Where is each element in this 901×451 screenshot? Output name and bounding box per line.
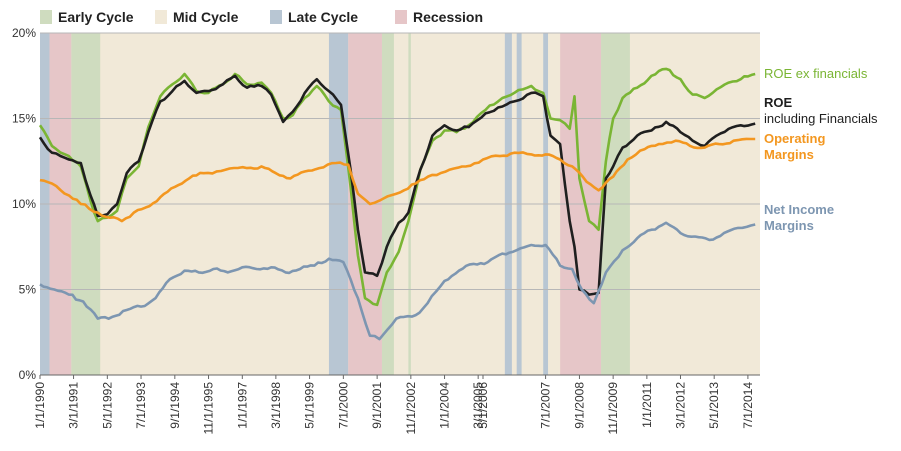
x-tick-label: 7/1/2007 (539, 382, 553, 429)
legend-swatch (155, 10, 167, 24)
series-label-operating-margins: Operating Margins (764, 131, 825, 163)
x-tick-label: 5/1/2013 (707, 382, 721, 429)
legend-item-recession: Recession (395, 9, 483, 25)
x-tick-label: 9/1/2001 (370, 382, 384, 429)
x-tick-label: 11/1/1995 (202, 382, 216, 435)
y-tick-label: 5% (19, 283, 37, 297)
series-line-operating-margins (39, 137, 756, 223)
legend-swatch (395, 10, 407, 24)
series-line-roe-including-financials (38, 74, 756, 296)
series-label-roe-ex-financials: ROE ex financials (764, 66, 867, 82)
legend-label: Recession (413, 9, 484, 25)
x-tick-label: 11/1/2009 (606, 382, 620, 435)
series-label-line: Margins (764, 147, 814, 162)
series-label-line: Operating (764, 131, 826, 146)
x-tick-label: 1/1/2004 (438, 382, 452, 429)
legend-item-early-cycle: Early Cycle (40, 9, 134, 25)
chart-legend: Early Cycle Mid Cycle Late Cycle Recession (0, 0, 901, 30)
legend-item-late-cycle: Late Cycle (270, 9, 358, 25)
x-tick-label: 3/1/1991 (67, 382, 81, 429)
x-tick-label: 3/1/2012 (673, 382, 687, 429)
x-tick-label: 7/1/2014 (741, 382, 755, 429)
x-tick-label: 1/1/1997 (235, 382, 249, 429)
x-tick-label: 5/1/2006 (476, 382, 490, 429)
y-tick-label: 0% (19, 368, 37, 382)
y-tick-label: 15% (12, 112, 36, 126)
legend-swatch (40, 10, 52, 24)
x-tick-label: 1/1/2011 (640, 382, 654, 428)
x-tick-label: 3/1/1998 (269, 382, 283, 429)
legend-swatch (270, 10, 282, 24)
series-label-line: ROE (764, 95, 793, 110)
series-label-roe-including-financials: ROE including Financials (764, 95, 877, 127)
series-label-net-income-margins: Net Income Margins (764, 202, 834, 234)
series-label-line: Margins (764, 218, 814, 233)
x-tick-label: 3/1/2005 (471, 382, 485, 429)
legend-label: Late Cycle (288, 9, 359, 25)
x-tick-label: 9/1/1994 (168, 382, 182, 429)
series-label-line: Net Income (764, 202, 835, 217)
series-line-net-income-margins (39, 221, 756, 341)
x-tick-label: 11/1/2002 (404, 382, 418, 435)
legend-item-mid-cycle: Mid Cycle (155, 9, 238, 25)
x-tick-label: 7/1/1993 (134, 382, 148, 429)
x-tick-label: 9/1/2008 (572, 382, 586, 429)
x-tick-label: 5/1/1999 (303, 382, 317, 429)
x-tick-label: 5/1/1992 (100, 382, 114, 429)
x-tick-label: 1/1/1990 (33, 382, 47, 429)
legend-label: Mid Cycle (173, 9, 239, 25)
x-tick-label: 7/1/2000 (336, 382, 350, 429)
series-label-line: including Financials (764, 111, 878, 126)
series-label-line: ROE ex financials (764, 66, 868, 81)
legend-label: Early Cycle (58, 9, 134, 25)
y-tick-label: 20% (12, 26, 36, 40)
y-tick-label: 10% (12, 197, 36, 211)
series-line-roe-ex-financials (38, 67, 756, 307)
